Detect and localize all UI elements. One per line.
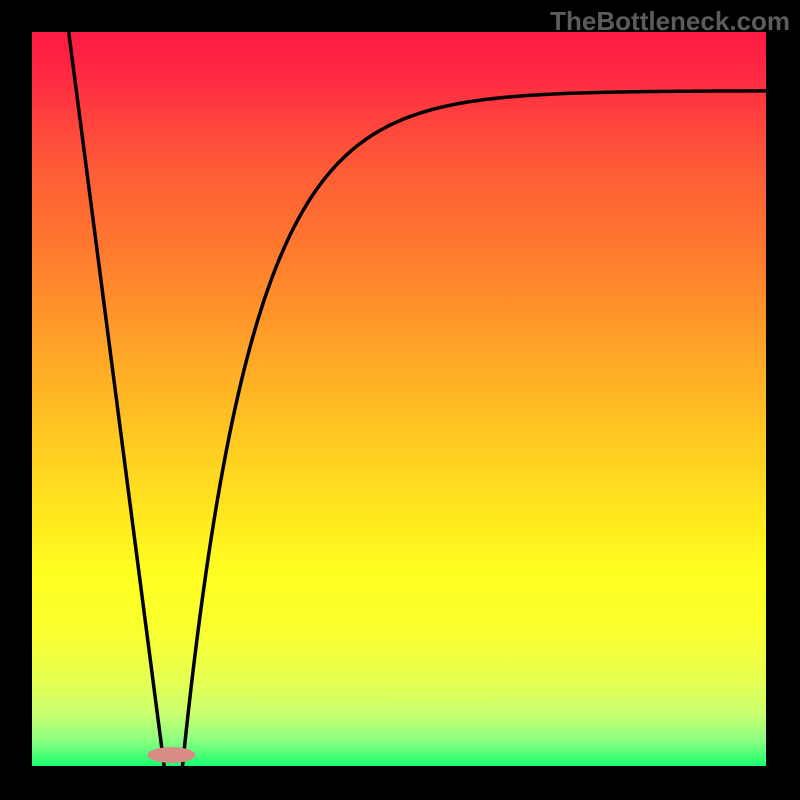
plot-background — [32, 32, 766, 766]
watermark-text: TheBottleneck.com — [550, 6, 790, 37]
chart-frame: TheBottleneck.com — [0, 0, 800, 800]
optimal-marker — [147, 747, 195, 763]
bottleneck-chart — [0, 0, 800, 800]
